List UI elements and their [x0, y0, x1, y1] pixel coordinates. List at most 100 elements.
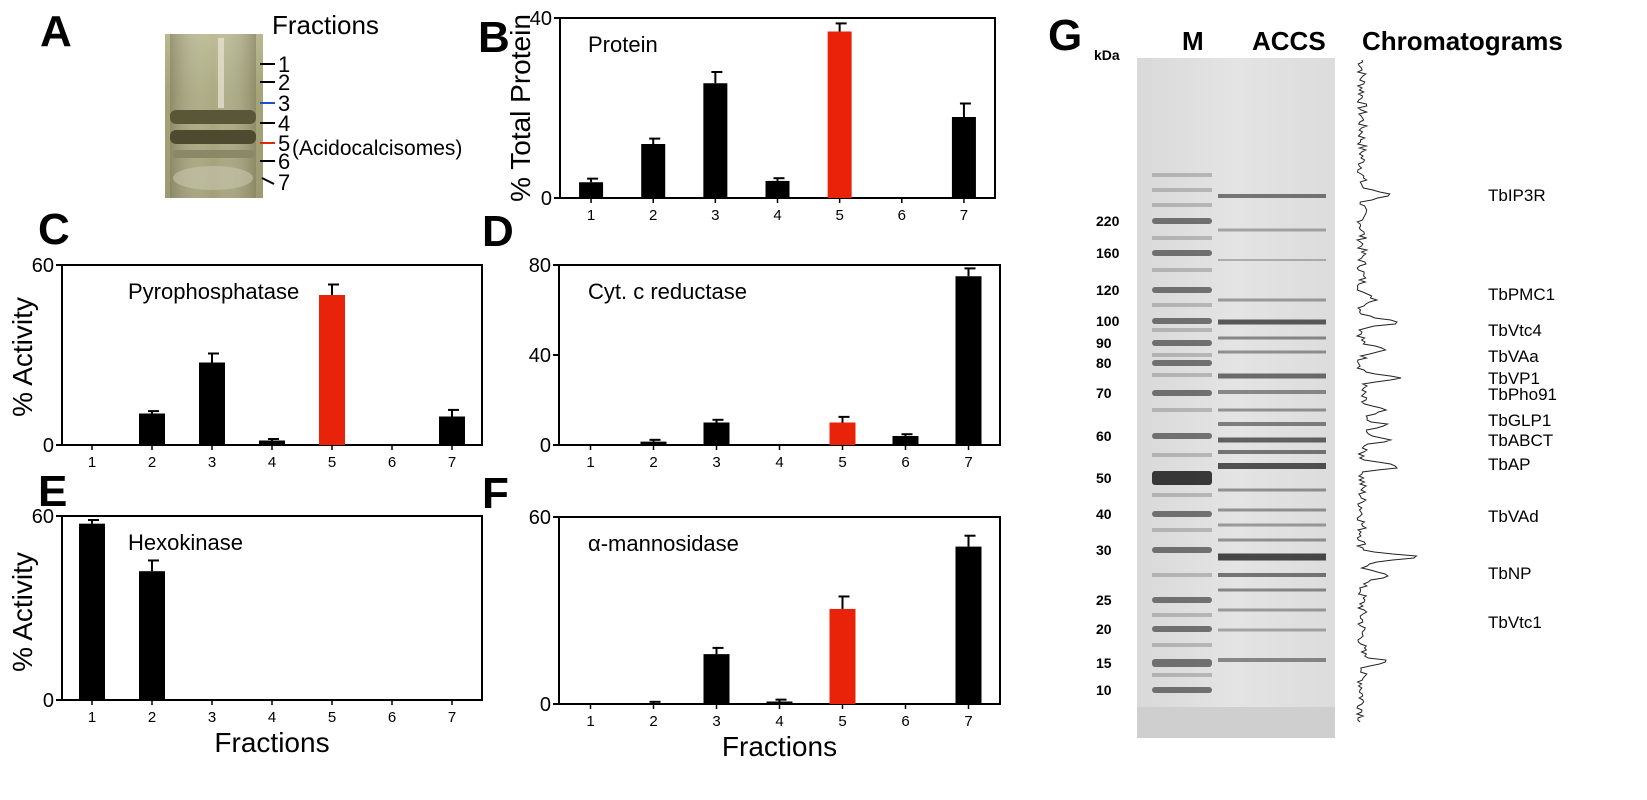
bar-fraction-5 — [829, 422, 856, 445]
x-tick-label: 7 — [960, 207, 968, 224]
marker-smear — [1152, 268, 1212, 272]
y-tick-label: 80 — [529, 255, 551, 277]
x-tick-label: 6 — [901, 454, 909, 471]
marker-band — [1152, 547, 1212, 553]
accs-band — [1218, 450, 1326, 454]
kda-15: 15 — [1096, 655, 1112, 671]
y-axis-label: % Activity — [7, 552, 38, 672]
bar-fraction-5 — [319, 295, 345, 445]
acidocalcisomes-label: (Acidocalcisomes) — [292, 137, 462, 160]
marker-band — [1152, 687, 1212, 693]
y-tick-label: 0 — [43, 690, 54, 712]
panel-letter-f: F — [482, 469, 509, 518]
marker-smear — [1152, 643, 1212, 647]
chart-title: Pyrophosphatase — [128, 279, 299, 304]
panel-letter-b: B — [478, 13, 510, 62]
x-tick-label: 4 — [268, 709, 276, 726]
x-tick-label: 7 — [964, 713, 972, 730]
chart-title: Cyt. c reductase — [588, 279, 747, 304]
x-axis-label: Fractions — [214, 727, 329, 758]
x-tick-label: 1 — [88, 454, 96, 471]
marker-band — [1152, 390, 1212, 396]
y-tick-label: 40 — [530, 8, 552, 30]
accs-band — [1218, 373, 1326, 379]
bar-fraction-2 — [640, 441, 667, 445]
panel-e-hexokinase-chart: E Hexokinase 0 60 1 2 3 4 5 6 7 % Activity Fractions — [7, 467, 483, 758]
bar-fraction-3 — [703, 422, 730, 445]
accs-band — [1218, 437, 1326, 443]
kda-50: 50 — [1096, 470, 1112, 486]
panel-c-pyrophosphatase-chart: C Pyrophosphatase 0 60 1 2 3 4 5 6 7 % Activity — [7, 205, 483, 471]
accs-band — [1218, 336, 1326, 340]
plot-frame — [61, 515, 483, 701]
panel-f-mannosidase-chart: Fα-mannosidase 0 60 1 2 3 4 5 6 7 Fractions — [482, 469, 1001, 762]
accs-band — [1218, 508, 1326, 512]
kda-70: 70 — [1096, 385, 1112, 401]
kda-100: 100 — [1096, 313, 1120, 329]
marker-smear — [1152, 373, 1212, 377]
fraction-label-2: 2 — [278, 70, 290, 95]
protein-label-tbvad: TbVAd — [1488, 507, 1539, 526]
protein-label-tbvaa: TbVAa — [1488, 347, 1539, 366]
panel-d-cytc-reductase-chart: D Cyt. c reductase 0 40 80 1 2 3 4 5 6 7 — [482, 207, 1001, 471]
kda-120: 120 — [1096, 282, 1120, 298]
protein-label-tbvtc1: TbVtc1 — [1488, 613, 1542, 632]
marker-band — [1152, 626, 1212, 632]
x-tick-label: 5 — [838, 713, 846, 730]
bar-fraction-4 — [765, 180, 790, 198]
protein-label-tbglp1: TbGLP1 — [1488, 411, 1551, 430]
x-tick-label: 2 — [649, 713, 657, 730]
bar-fraction-1 — [79, 523, 105, 700]
accs-band — [1218, 408, 1326, 412]
bar-fraction-5 — [829, 608, 856, 704]
y-tick-label: 60 — [32, 255, 54, 277]
y-tick-label: 0 — [541, 188, 552, 210]
x-tick-label: 1 — [586, 713, 594, 730]
marker-smear — [1152, 673, 1212, 677]
bar-fraction-7 — [955, 546, 982, 704]
bar-fraction-7 — [955, 276, 982, 445]
x-tick-label: 4 — [773, 207, 781, 224]
marker-band — [1152, 659, 1212, 667]
x-tick-label: 7 — [448, 454, 456, 471]
accs-band — [1218, 422, 1326, 426]
x-tick-label: 5 — [838, 454, 846, 471]
panel-letter-a: A — [40, 7, 72, 56]
kda-label: kDa — [1094, 47, 1120, 63]
kda-40: 40 — [1096, 506, 1112, 522]
fraction-tick-7 — [261, 177, 275, 185]
chart-title: Hexokinase — [128, 530, 243, 555]
lane-label-accs: ACCS — [1252, 26, 1326, 56]
fraction-label-1: 1 — [278, 52, 290, 77]
x-tick-label: 2 — [148, 709, 156, 726]
marker-band — [1152, 360, 1212, 366]
x-tick-label: 6 — [898, 207, 906, 224]
bar-fraction-3 — [703, 83, 728, 198]
accs-band — [1218, 298, 1326, 302]
accs-band — [1218, 488, 1326, 492]
accs-band — [1218, 228, 1326, 232]
x-tick-label: 3 — [712, 713, 720, 730]
x-tick-label: 3 — [712, 454, 720, 471]
accs-band — [1218, 350, 1326, 354]
protein-label-tbpho91: TbPho91 — [1488, 385, 1557, 404]
band-fraction-3 — [170, 110, 256, 124]
tube-bottom — [173, 166, 253, 190]
accs-band — [1218, 608, 1326, 612]
accs-band — [1218, 523, 1326, 527]
y-axis-label: % Activity — [7, 297, 38, 417]
bar-fraction-4 — [259, 440, 285, 445]
accs-band — [1218, 658, 1326, 662]
x-tick-label: 6 — [388, 454, 396, 471]
accs-band — [1218, 573, 1326, 577]
x-tick-label: 6 — [388, 709, 396, 726]
y-tick-label: 60 — [32, 506, 54, 528]
marker-smear — [1152, 328, 1212, 332]
x-tick-label: 2 — [649, 207, 657, 224]
marker-smear — [1152, 188, 1212, 192]
chromatogram-trace — [1355, 59, 1418, 723]
accs-band — [1218, 259, 1326, 261]
marker-band — [1152, 597, 1212, 603]
